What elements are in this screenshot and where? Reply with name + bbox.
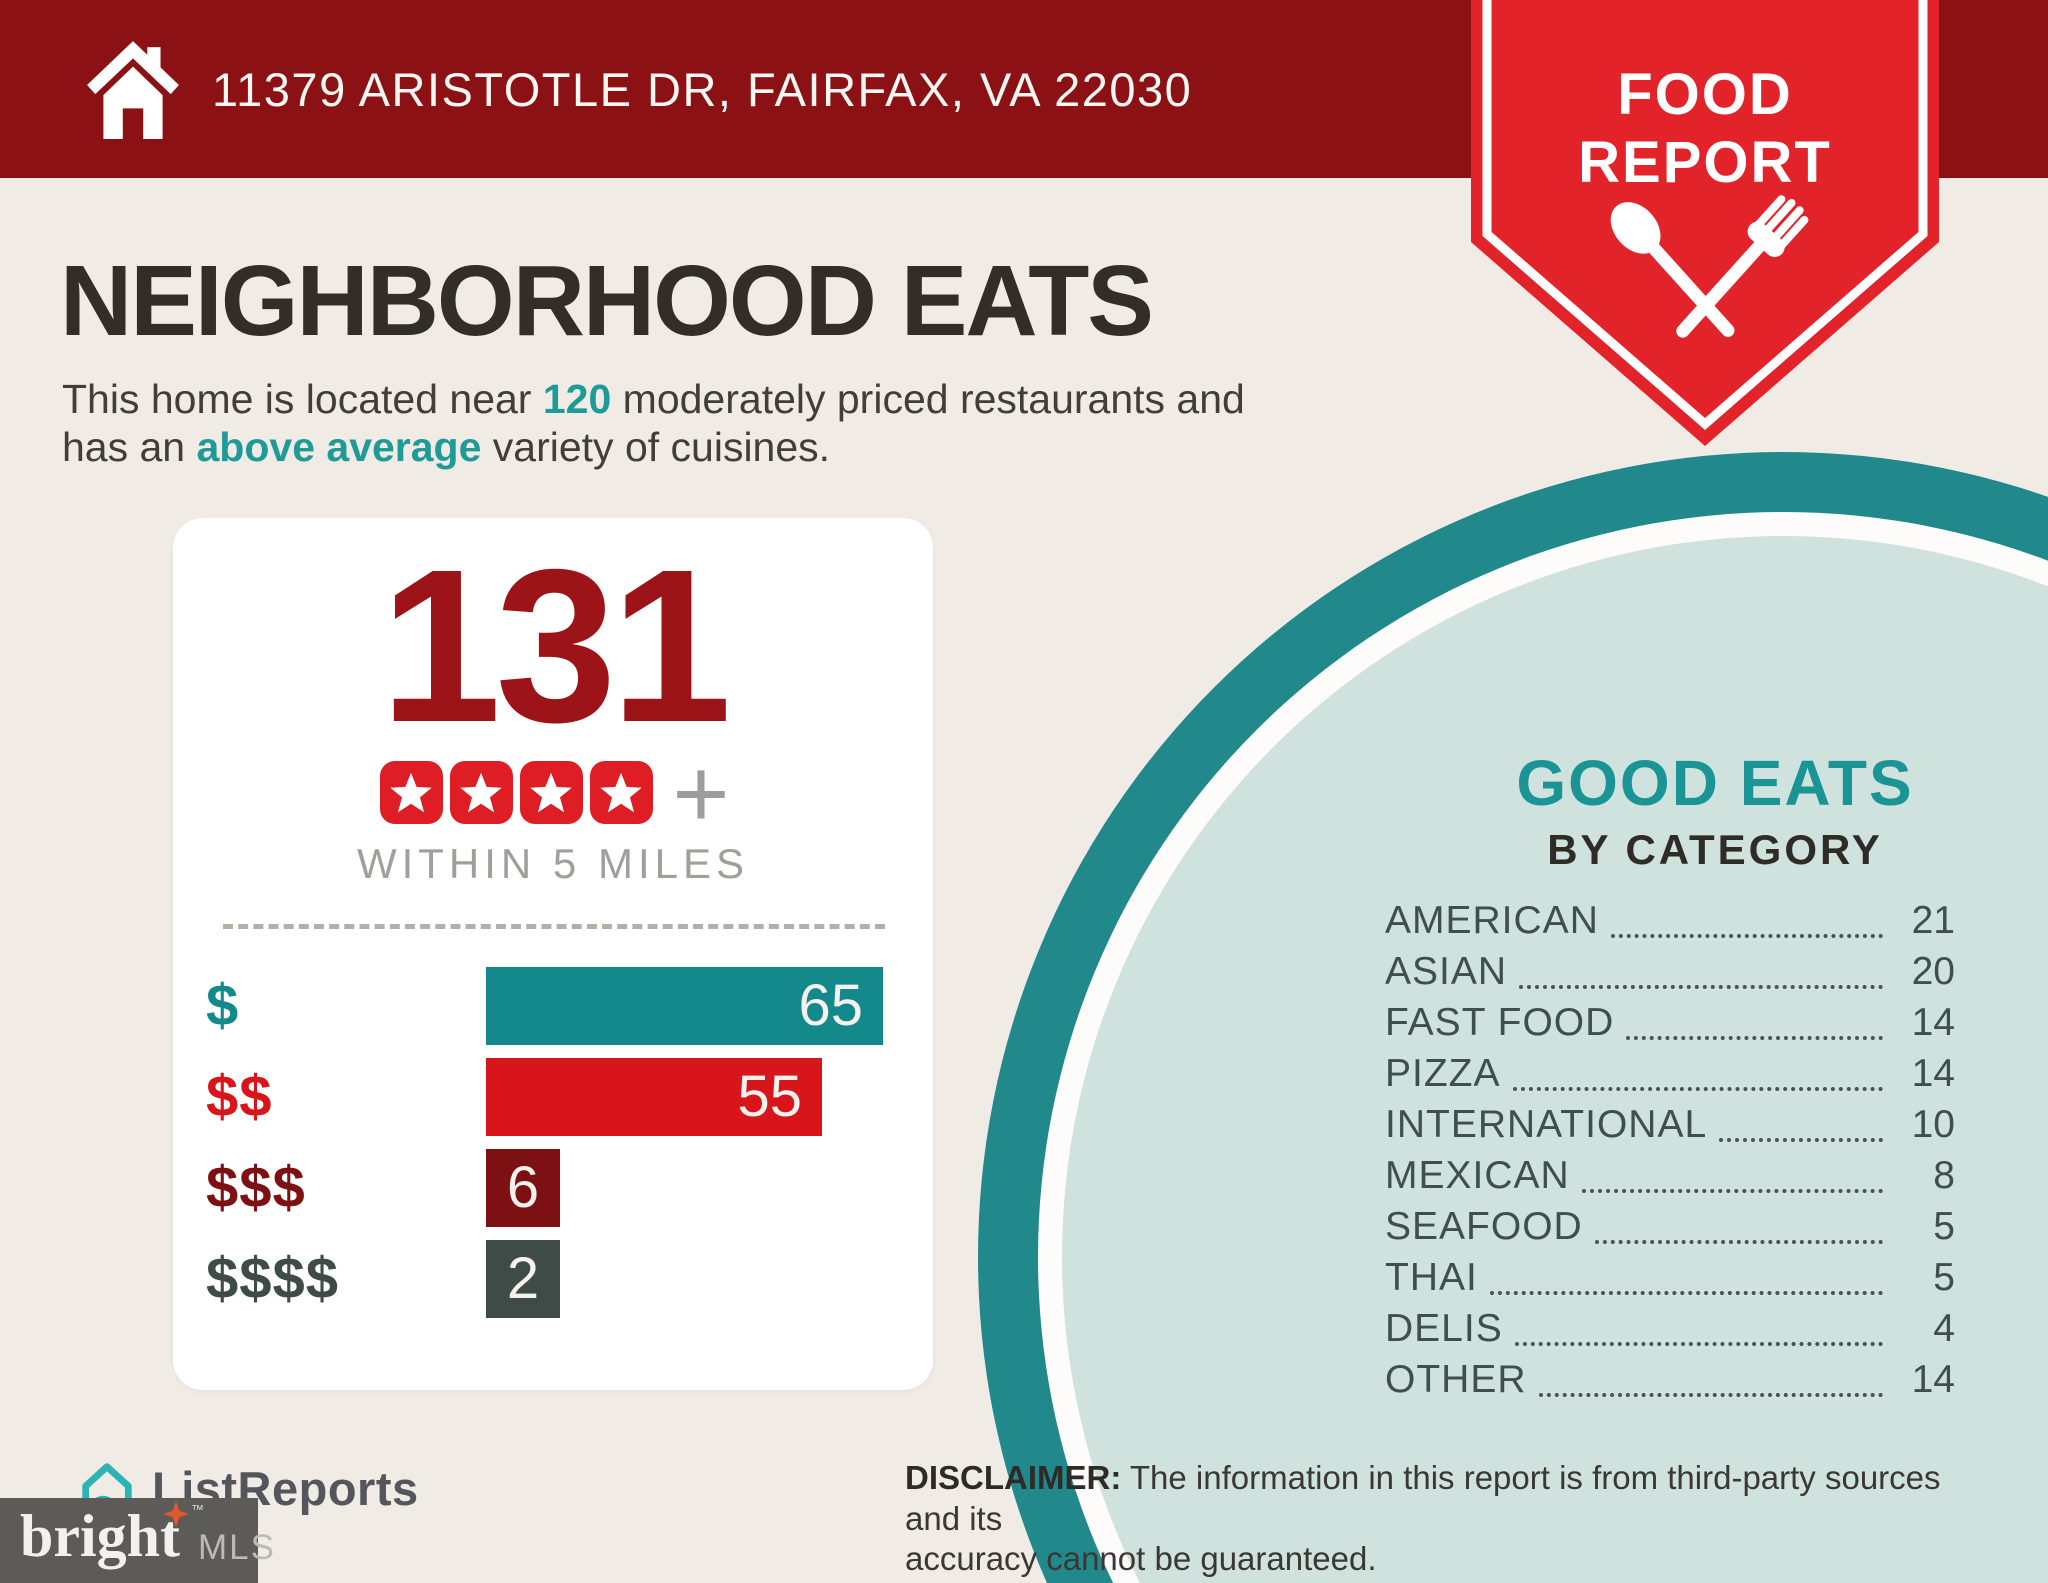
category-label: OTHER	[1385, 1358, 1527, 1401]
category-value: 8	[1933, 1154, 1955, 1197]
category-value: 14	[1911, 1052, 1955, 1095]
plus-sign: +	[672, 737, 730, 848]
price-tier-bar: 6	[486, 1148, 560, 1227]
category-label: THAI	[1385, 1256, 1478, 1299]
intro-text-3: has an	[62, 423, 197, 470]
category-row: ASIAN 20	[1385, 950, 1955, 1001]
category-value: 5	[1933, 1205, 1955, 1248]
category-value: 4	[1933, 1307, 1955, 1350]
home-icon	[87, 41, 179, 139]
price-tier-value: 2	[506, 1246, 540, 1312]
dashed-divider	[223, 923, 885, 929]
intro-text-2: moderately priced restaurants and	[611, 376, 1245, 422]
category-label: FAST FOOD	[1385, 1001, 1615, 1044]
star-icon	[379, 761, 443, 825]
dotted-leader	[1514, 1342, 1883, 1346]
price-tier-bar: 65	[486, 966, 883, 1045]
radius-note: WITHIN 5 MILES	[356, 839, 750, 887]
ribbon-line2: REPORT	[1578, 130, 1832, 195]
bright-wordmark: bright	[20, 1503, 181, 1569]
price-tier-bar: 2	[486, 1239, 560, 1318]
dotted-leader	[1594, 1240, 1883, 1244]
disclaimer: DISCLAIMER: The information in this repo…	[905, 1458, 1985, 1580]
category-row: OTHER 14	[1385, 1358, 1955, 1409]
category-row: INTERNATIONAL 10	[1385, 1103, 1955, 1154]
price-tier-row: $65	[173, 966, 933, 1045]
category-row: MEXICAN 8	[1385, 1154, 1955, 1205]
category-list: AMERICAN 21 ASIAN 20 FAST FOOD 14 PIZZA 14 INTER…	[1385, 899, 1955, 1409]
dotted-leader	[1626, 1036, 1883, 1040]
star-icon	[589, 761, 653, 825]
category-row: FAST FOOD 14	[1385, 1001, 1955, 1052]
category-label: SEAFOOD	[1385, 1205, 1583, 1248]
ribbon-line1: FOOD	[1617, 62, 1793, 127]
price-tier-label: $	[206, 973, 240, 1039]
category-value: 14	[1911, 1001, 1955, 1044]
dotted-leader	[1519, 985, 1883, 989]
price-tier-label: $$$$	[206, 1246, 340, 1312]
good-eats-subtitle: BY CATEGORY	[1547, 826, 1883, 873]
page-title: NEIGHBORHOOD EATS	[60, 245, 1154, 357]
dotted-leader	[1512, 1087, 1883, 1091]
category-value: 10	[1911, 1103, 1955, 1146]
intro-paragraph: This home is located near 120 moderately…	[62, 376, 1245, 472]
dotted-leader	[1538, 1393, 1883, 1397]
disclaimer-text-1: The information in this report is from t…	[905, 1459, 1941, 1537]
price-tier-label: $$	[206, 1064, 273, 1130]
price-tier-row: $$$ 6	[173, 1148, 933, 1227]
category-row: SEAFOOD 5	[1385, 1205, 1955, 1256]
price-tier-value: 6	[506, 1155, 540, 1221]
mls-wordmark: MLS	[198, 1528, 276, 1567]
category-label: ASIAN	[1385, 950, 1508, 993]
variety-highlight: above average	[196, 423, 482, 470]
price-tier-value: 55	[737, 1064, 802, 1130]
price-tier-row: $$ 55	[173, 1057, 933, 1136]
dotted-leader	[1719, 1138, 1883, 1142]
category-row: DELIS 4	[1385, 1307, 1955, 1358]
intro-text-1: This home is located near	[62, 376, 543, 422]
total-restaurant-count: 131	[380, 525, 732, 768]
star-icon	[449, 761, 513, 825]
price-tier-label: $$$	[206, 1155, 306, 1221]
category-label: INTERNATIONAL	[1385, 1103, 1708, 1146]
restaurant-count: 120	[542, 376, 612, 422]
disclaimer-text-2: accuracy cannot be guaranteed.	[905, 1540, 1377, 1578]
trademark-symbol: ™	[191, 1502, 204, 1517]
intro-text-4: variety of cuisines.	[481, 423, 831, 470]
category-value: 21	[1911, 899, 1955, 942]
price-tier-value: 65	[798, 973, 863, 1039]
dotted-leader	[1489, 1291, 1883, 1295]
star-rating: +	[173, 737, 933, 848]
category-label: PIZZA	[1385, 1052, 1501, 1095]
category-row: AMERICAN 21	[1385, 899, 1955, 950]
price-tier-bar: 55	[486, 1057, 822, 1136]
category-row: THAI 5	[1385, 1256, 1955, 1307]
spoon-fork-icon	[1610, 195, 1809, 338]
category-label: DELIS	[1385, 1307, 1503, 1350]
price-tier-bar-chart: $65 $$ 55 $$$ 6 $$$$ 2	[173, 966, 933, 1318]
bright-sparkle-icon	[163, 1501, 189, 1527]
dotted-leader	[1610, 934, 1883, 938]
dotted-leader	[1581, 1189, 1883, 1193]
category-value: 14	[1911, 1358, 1955, 1401]
category-label: MEXICAN	[1385, 1154, 1570, 1197]
bright-mls-logo: bright ™ MLS	[0, 1498, 274, 1583]
food-report-ribbon: FOOD REPORT	[1471, 0, 1939, 446]
category-value: 20	[1911, 950, 1955, 993]
category-row: PIZZA 14	[1385, 1052, 1955, 1103]
category-value: 5	[1933, 1256, 1955, 1299]
star-icon	[519, 761, 583, 825]
good-eats-title: GOOD EATS	[1516, 747, 1914, 819]
price-tier-row: $$$$ 2	[173, 1239, 933, 1318]
disclaimer-label: DISCLAIMER:	[905, 1459, 1122, 1496]
category-label: AMERICAN	[1385, 899, 1599, 942]
property-address: 11379 ARISTOTLE DR, FAIRFAX, VA 22030	[212, 62, 1193, 116]
restaurant-stats-card: 131 + WITHIN 5 MILES $65 $$ 55 $$$ 6 $$$$ 2	[173, 518, 933, 1390]
